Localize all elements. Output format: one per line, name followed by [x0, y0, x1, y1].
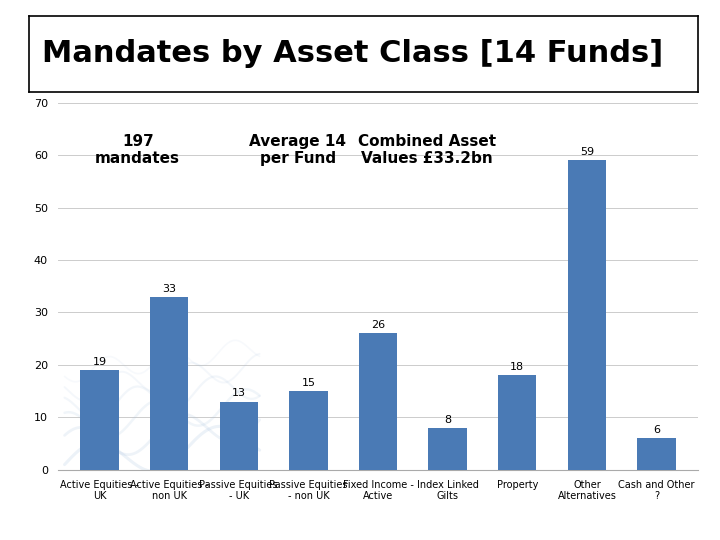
Bar — [289, 391, 328, 470]
Text: 18: 18 — [510, 362, 524, 372]
Text: Combined Asset
Values £33.2bn: Combined Asset Values £33.2bn — [358, 134, 496, 166]
Bar — [359, 333, 397, 470]
Bar — [637, 438, 676, 470]
Text: Average 14
per Fund: Average 14 per Fund — [249, 134, 346, 166]
Text: 8: 8 — [444, 415, 451, 424]
Text: 59: 59 — [580, 147, 594, 157]
Text: 26: 26 — [371, 320, 385, 330]
Text: 6: 6 — [653, 425, 660, 435]
Text: 197
mandates: 197 mandates — [95, 134, 180, 166]
Bar — [498, 375, 536, 470]
Text: 13: 13 — [232, 388, 246, 399]
Bar — [220, 402, 258, 470]
Text: Mandates by Asset Class [14 Funds]: Mandates by Asset Class [14 Funds] — [42, 39, 663, 69]
Bar — [568, 160, 606, 470]
Text: 33: 33 — [162, 284, 176, 294]
Bar — [428, 428, 467, 470]
Bar — [80, 370, 119, 470]
Text: 19: 19 — [92, 357, 107, 367]
Bar — [150, 296, 188, 470]
Text: 15: 15 — [302, 378, 315, 388]
